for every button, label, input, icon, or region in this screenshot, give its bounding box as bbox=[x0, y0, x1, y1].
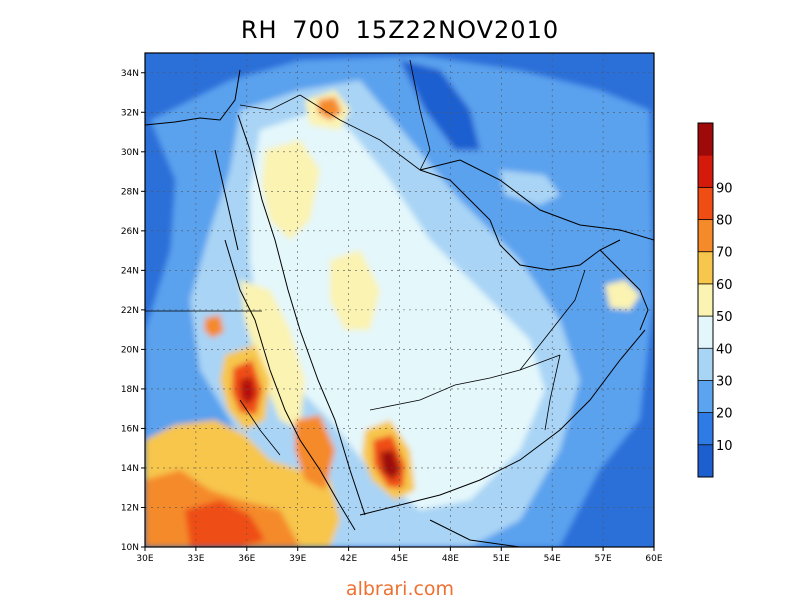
x-tick-label: 57E bbox=[595, 554, 612, 564]
y-tick-label: 24N bbox=[121, 266, 139, 276]
oman-coast bbox=[599, 249, 649, 331]
y-tick-label: 34N bbox=[121, 69, 139, 79]
field-yellow-north bbox=[262, 140, 320, 240]
colorbar-frame bbox=[697, 122, 714, 478]
field-yellow-oman bbox=[605, 280, 640, 310]
x-tick-label: 51E bbox=[493, 554, 510, 564]
field-orange-red-sea bbox=[295, 415, 335, 490]
y-tick-label: 32N bbox=[121, 108, 139, 118]
colorbar-swatch bbox=[698, 251, 713, 285]
y-axis-labels: 10N 12N 14N 16N 18N 20N 22N 24N 26N 28N 30N 32N 34N bbox=[121, 69, 139, 553]
colorbar: 10 20 30 40 50 60 70 80 90 bbox=[697, 122, 733, 478]
y-tick-label: 10N bbox=[121, 543, 139, 553]
sinai-gulf-coast bbox=[214, 149, 239, 251]
colorbar-label: 50 bbox=[716, 310, 733, 325]
colorbar-label: 80 bbox=[716, 214, 733, 229]
gulf-of-aden-coast bbox=[359, 329, 646, 516]
y-tick-label: 26N bbox=[121, 227, 139, 237]
colorbar-swatch bbox=[698, 316, 713, 349]
colorbar-label: 20 bbox=[716, 407, 733, 422]
persian-gulf-coast bbox=[419, 169, 621, 271]
y-tick-label: 18N bbox=[121, 385, 139, 395]
coastlines bbox=[145, 69, 654, 547]
border-yemen-oman bbox=[544, 354, 561, 431]
colorbar-swatch bbox=[698, 444, 713, 478]
border-sudan-ethiopia bbox=[239, 399, 281, 456]
field-orange-small-1 bbox=[204, 315, 224, 338]
y-tick-label: 30N bbox=[121, 148, 139, 158]
field-darkred-sudan bbox=[240, 377, 256, 405]
y-tick-label: 20N bbox=[121, 345, 139, 355]
border-saudi-iraq bbox=[299, 94, 421, 171]
colorbar-label: 10 bbox=[716, 439, 733, 454]
colorbar-label: 40 bbox=[716, 342, 733, 357]
field-red-africa bbox=[185, 500, 265, 547]
somalia-coast bbox=[429, 519, 521, 547]
colorbar-swatch bbox=[698, 380, 713, 414]
x-tick-label: 42E bbox=[340, 554, 357, 564]
y-tick-label: 14N bbox=[121, 464, 139, 474]
x-tick-label: 33E bbox=[187, 554, 204, 564]
map-grid bbox=[145, 53, 654, 547]
y-tick-label: 12N bbox=[121, 503, 139, 513]
x-tick-label: 45E bbox=[391, 554, 408, 564]
field-orange-north bbox=[318, 97, 342, 120]
colorbar-swatch bbox=[698, 155, 713, 188]
red-sea-west-coast bbox=[224, 239, 356, 531]
colorbar-label: 30 bbox=[716, 374, 733, 389]
colorbar-swatch bbox=[698, 219, 713, 253]
colorbar-label: 90 bbox=[716, 181, 733, 196]
iran-coast bbox=[419, 159, 654, 241]
colorbar-swatch bbox=[698, 283, 713, 317]
x-tick-label: 30E bbox=[136, 554, 153, 564]
x-tick-label: 60E bbox=[645, 554, 662, 564]
border-saudi-oman bbox=[519, 269, 586, 371]
red-sea-east-coast bbox=[237, 114, 366, 516]
colorbar-swatch bbox=[698, 348, 713, 381]
colorbar-label: 60 bbox=[716, 278, 733, 293]
y-tick-label: 16N bbox=[121, 424, 139, 434]
watermark: albrari.com bbox=[345, 578, 455, 600]
field-darkred-yemen bbox=[380, 450, 400, 480]
y-tick-label: 28N bbox=[121, 187, 139, 197]
colorbar-swatch bbox=[698, 412, 713, 446]
map-title: RH 700 15Z22NOV2010 bbox=[240, 16, 560, 44]
x-tick-label: 36E bbox=[238, 554, 255, 564]
x-tick-label: 39E bbox=[289, 554, 306, 564]
y-tick-label: 22N bbox=[121, 306, 139, 316]
x-axis-labels: 30E 33E 36E 39E 42E 45E 48E 51E 54E 57E 60E bbox=[136, 72, 663, 564]
x-tick-label: 48E bbox=[442, 554, 459, 564]
border-jordan bbox=[239, 94, 301, 111]
field-deep-blue-iran bbox=[400, 60, 480, 150]
border-saudi-yemen bbox=[369, 354, 561, 411]
colorbar-swatch bbox=[698, 187, 713, 221]
border-iraq-iran bbox=[409, 59, 431, 171]
colorbar-label: 70 bbox=[716, 246, 733, 261]
field-yellow-west bbox=[240, 280, 305, 430]
mediterranean-coast bbox=[145, 69, 241, 126]
colorbar-swatch bbox=[698, 123, 713, 156]
field-light-blue-gulf bbox=[500, 170, 560, 205]
x-tick-label: 54E bbox=[544, 554, 561, 564]
political-borders bbox=[145, 59, 586, 456]
